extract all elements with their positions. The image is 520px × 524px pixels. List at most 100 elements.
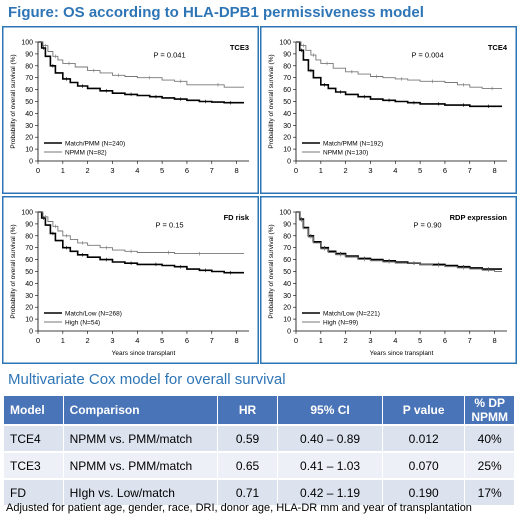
x-tick-label: 6 [185, 166, 189, 175]
x-tick-label: 4 [135, 166, 139, 175]
x-tick-label: 1 [319, 336, 323, 345]
legend-label: High (N=99) [323, 320, 358, 327]
y-tick-label: 0 [287, 329, 291, 336]
x-axis-title: Years since transplant [112, 350, 176, 357]
cell-ci: 0.40 – 0.89 [277, 424, 383, 452]
x-tick-label: 0 [294, 336, 298, 345]
header-dp-npmm: % DP NPMM [464, 396, 515, 425]
y-tick-label: 50 [283, 269, 291, 276]
x-tick-label: 2 [344, 166, 348, 175]
p-value-label: P = 0.004 [411, 50, 443, 59]
legend-label: Match/Low (N=268) [65, 311, 122, 318]
y-tick-label: 10 [25, 147, 33, 154]
panel-title: FD risk [224, 213, 250, 222]
panel-title: TCE3 [230, 43, 249, 52]
y-tick-label: 70 [25, 75, 33, 82]
x-tick-label: 0 [36, 166, 40, 175]
x-tick-label: 2 [86, 166, 90, 175]
y-axis-title: Probability of overall survival (%) [10, 224, 17, 318]
header-pvalue: P value [382, 396, 466, 425]
survival-panels: 0 10 20 30 40 50 60 70 80 90 100 0 1 2 3 4 5 6 7 8 Probabili… [2, 26, 518, 366]
cell-dp-npmm: 17% [464, 478, 515, 505]
cell-comparison: NPMM vs. PMM/match [63, 424, 218, 452]
y-tick-label: 100 [279, 210, 291, 217]
y-tick-label: 10 [25, 317, 33, 324]
header-hr: HR [217, 396, 279, 425]
cell-ci: 0.42 – 1.19 [277, 478, 383, 505]
x-tick-label: 3 [110, 166, 114, 175]
cell-hr: 0.65 [217, 451, 279, 479]
y-tick-label: 20 [283, 135, 291, 142]
cell-hr: 0.71 [217, 478, 279, 505]
y-tick-label: 40 [25, 111, 33, 118]
cell-model: FD [4, 478, 64, 505]
y-tick-label: 0 [29, 159, 33, 166]
x-tick-label: 3 [110, 336, 114, 345]
survival-curve-secondary [296, 211, 502, 272]
x-tick-label: 4 [393, 336, 397, 345]
y-tick-label: 80 [25, 63, 33, 70]
p-value-label: P = 0.90 [414, 220, 442, 229]
legend-label: NPMM (N=130) [323, 150, 368, 157]
cell-pvalue: 0.070 [382, 451, 466, 479]
y-tick-label: 20 [25, 305, 33, 312]
x-tick-label: 6 [443, 336, 447, 345]
x-tick-label: 7 [468, 166, 472, 175]
x-tick-label: 3 [368, 336, 372, 345]
y-tick-label: 90 [283, 51, 291, 58]
p-value-label: P = 0.15 [156, 220, 184, 229]
cell-pvalue: 0.012 [382, 424, 466, 452]
y-tick-label: 10 [283, 147, 291, 154]
x-tick-label: 0 [294, 166, 298, 175]
x-tick-label: 4 [393, 166, 397, 175]
panel-title: TCE4 [488, 43, 508, 52]
y-tick-label: 10 [283, 317, 291, 324]
y-tick-label: 30 [25, 123, 33, 130]
cox-footnote: Adjusted for patient age, gender, race, … [6, 502, 472, 514]
x-tick-label: 1 [61, 166, 65, 175]
y-tick-label: 20 [283, 305, 291, 312]
panel-border [260, 26, 517, 194]
x-tick-label: 5 [160, 166, 164, 175]
x-tick-label: 6 [185, 336, 189, 345]
x-tick-label: 1 [61, 336, 65, 345]
panel-border [2, 196, 259, 364]
survival-curve-primary [38, 41, 244, 104]
y-axis-title: Probability of overall survival (%) [10, 54, 17, 148]
table-row: TCE4 NPMM vs. PMM/match 0.59 0.40 – 0.89… [4, 424, 515, 452]
km-panel: 0 10 20 30 40 50 60 70 80 90 100 0 1 2 3 4 5 6 7 8 Probabili… [2, 196, 259, 364]
figure-title: Figure: OS according to HLA-DPB1 permiss… [8, 4, 424, 21]
y-tick-label: 30 [25, 293, 33, 300]
x-tick-label: 0 [36, 336, 40, 345]
p-value-label: P = 0.041 [153, 50, 185, 59]
survival-curve-secondary [296, 41, 502, 89]
x-tick-label: 1 [319, 166, 323, 175]
cell-model: TCE3 [4, 451, 64, 479]
x-tick-label: 7 [210, 166, 214, 175]
panel-title: RDP expression [450, 213, 508, 222]
y-tick-label: 40 [283, 281, 291, 288]
cell-dp-npmm: 40% [464, 424, 515, 452]
y-tick-label: 30 [283, 293, 291, 300]
y-tick-label: 50 [25, 99, 33, 106]
cell-pvalue: 0.190 [382, 478, 466, 505]
table-row: TCE3 NPMM vs. PMM/match 0.65 0.41 – 1.03… [4, 451, 515, 479]
survival-curve-secondary [38, 211, 244, 255]
table-row: FD HIgh vs. Low/match 0.71 0.42 – 1.19 0… [4, 478, 515, 505]
y-tick-label: 90 [283, 221, 291, 228]
cell-ci: 0.41 – 1.03 [277, 451, 383, 479]
y-tick-label: 0 [287, 159, 291, 166]
y-tick-label: 0 [29, 329, 33, 336]
cell-hr: 0.59 [217, 424, 279, 452]
x-tick-label: 8 [493, 336, 497, 345]
legend-label: Match/PMM (N=192) [323, 141, 383, 148]
y-axis-title: Probability of overall survival (%) [268, 224, 275, 318]
km-panel: 0 10 20 30 40 50 60 70 80 90 100 0 1 2 3 4 5 6 7 8 Probabili… [2, 26, 259, 194]
y-tick-label: 60 [25, 257, 33, 264]
x-tick-label: 4 [135, 336, 139, 345]
y-tick-label: 40 [25, 281, 33, 288]
x-tick-label: 7 [210, 336, 214, 345]
x-tick-label: 5 [418, 166, 422, 175]
cell-comparison: NPMM vs. PMM/match [63, 451, 218, 479]
